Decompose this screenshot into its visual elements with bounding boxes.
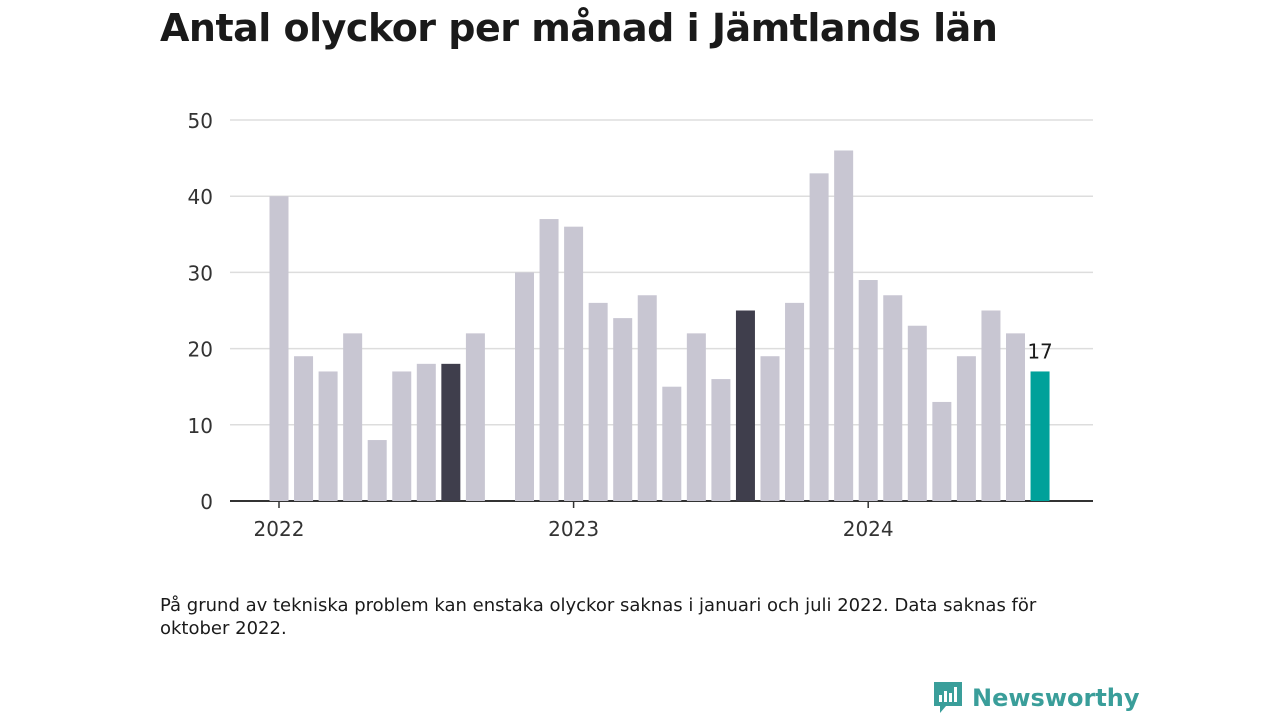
bar: [294, 356, 314, 501]
bar: [686, 333, 706, 501]
bar: [834, 150, 854, 502]
x-tick-label: 2024: [843, 517, 894, 541]
bar: [269, 196, 289, 501]
footnote: På grund av tekniska problem kan enstaka…: [160, 595, 1037, 639]
bar: [809, 173, 829, 501]
bar: [711, 379, 731, 501]
bar: [343, 333, 363, 501]
bar: [1006, 333, 1025, 501]
bar: [416, 363, 436, 501]
bar: [785, 302, 805, 501]
bar: [613, 318, 633, 501]
y-tick-label: 50: [188, 109, 213, 133]
y-tick-label: 20: [188, 338, 213, 362]
bar: [1030, 371, 1050, 501]
bar: [760, 356, 780, 501]
bar: [981, 310, 1001, 501]
y-tick-label: 30: [188, 261, 213, 285]
bar: [564, 226, 584, 501]
bar: [637, 295, 657, 501]
bar: [367, 440, 387, 501]
x-tick-label: 2023: [548, 517, 599, 541]
bar: [932, 401, 952, 501]
data-label: 17: [1027, 339, 1052, 363]
bar: [907, 325, 927, 501]
bar: [465, 333, 485, 501]
x-tick-label: 2022: [254, 517, 305, 541]
bar: [883, 295, 903, 501]
y-tick-label: 10: [188, 414, 213, 438]
bar: [956, 356, 976, 501]
bar: [515, 272, 534, 501]
labels-layer: 0 10 20 30 40 50 2022 2023 2024 17: [188, 109, 1053, 541]
bar: [392, 371, 412, 501]
y-tick-label: 0: [200, 490, 213, 514]
newsworthy-logo[interactable]: Newsworthy: [932, 680, 1140, 716]
chart-title: Antal olyckor per månad i Jämtlands län: [160, 6, 998, 50]
bar: [588, 302, 608, 501]
bar: [662, 386, 682, 501]
newsworthy-logo-icon: [934, 682, 962, 713]
bar-chart: 0 10 20 30 40 50 2022 2023 2024 17: [188, 109, 1093, 541]
bars-layer: [269, 150, 1050, 502]
newsworthy-logo-text: Newsworthy: [972, 684, 1140, 712]
bar: [318, 371, 338, 501]
bar: [735, 310, 755, 501]
bar: [539, 219, 559, 501]
bar: [441, 363, 461, 501]
y-tick-label: 40: [188, 185, 213, 209]
bar: [858, 280, 878, 501]
